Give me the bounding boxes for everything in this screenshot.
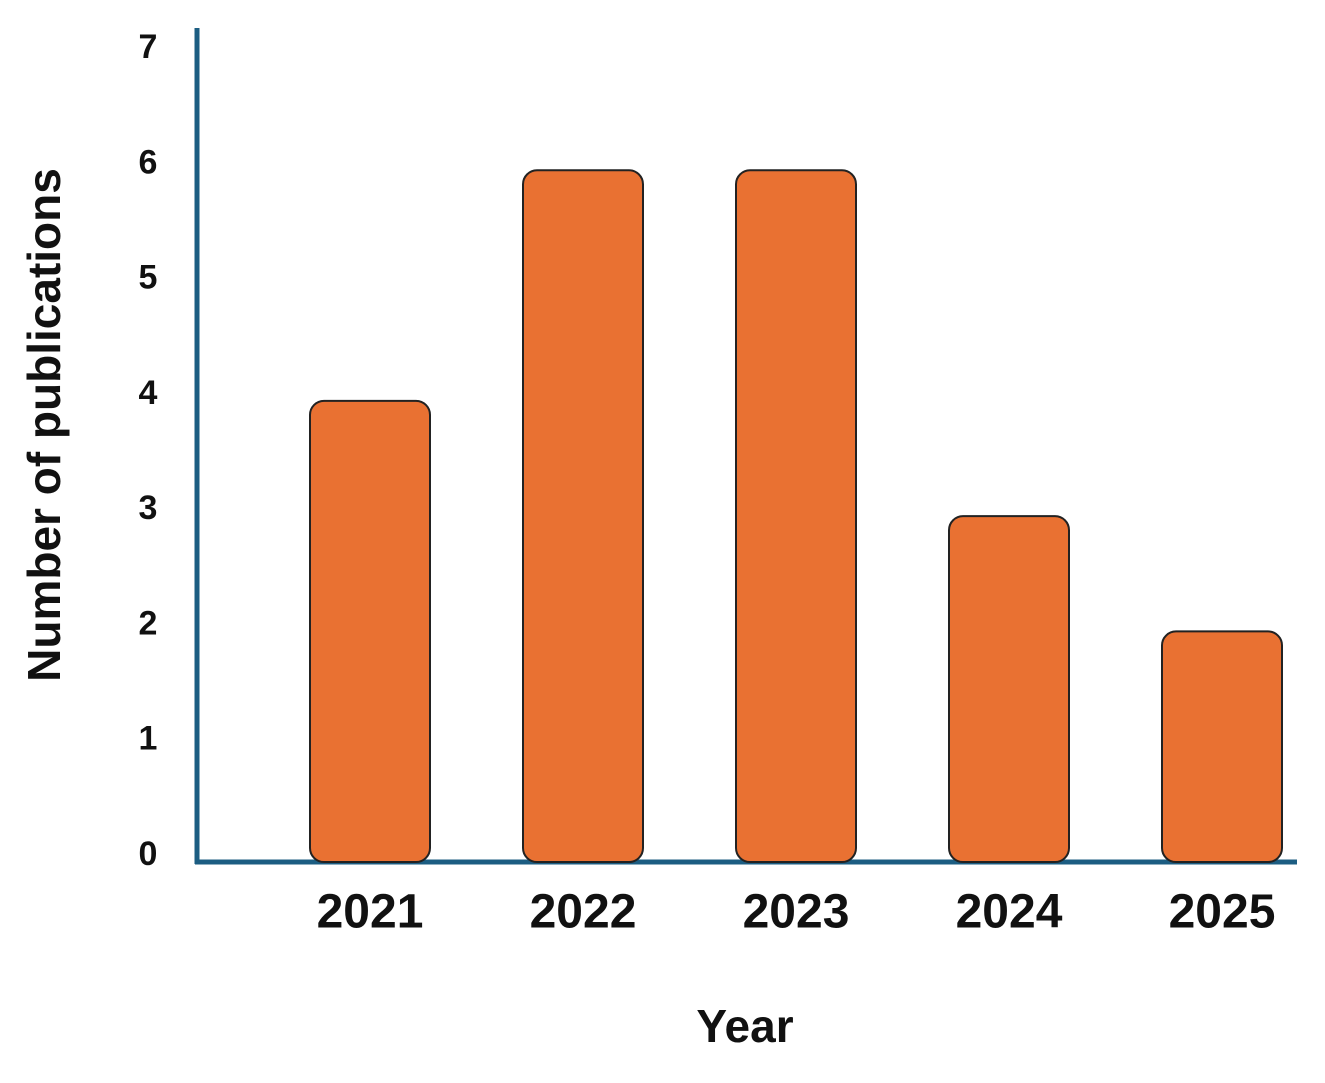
y-tick-label: 2 [139, 604, 158, 642]
x-tick-label: 2023 [743, 886, 850, 939]
y-tick-label: 0 [139, 835, 158, 873]
bar [522, 169, 644, 864]
y-tick-label: 5 [139, 259, 158, 297]
x-tick-label: 2021 [317, 886, 424, 939]
y-tick-label: 3 [139, 489, 158, 527]
bar [735, 169, 857, 864]
y-axis-title: Number of publications [18, 168, 70, 682]
y-tick-label: 4 [139, 374, 158, 412]
x-tick-label: 2022 [530, 886, 637, 939]
bar [948, 515, 1070, 864]
x-tick-label: 2024 [956, 886, 1063, 939]
bar [309, 399, 431, 863]
y-tick-label: 7 [139, 28, 158, 66]
y-tick-label: 6 [139, 143, 158, 181]
bar [1161, 630, 1283, 864]
y-tick-label: 1 [139, 720, 158, 758]
x-axis-title: Year [696, 1000, 793, 1052]
x-tick-label: 2025 [1169, 886, 1276, 939]
